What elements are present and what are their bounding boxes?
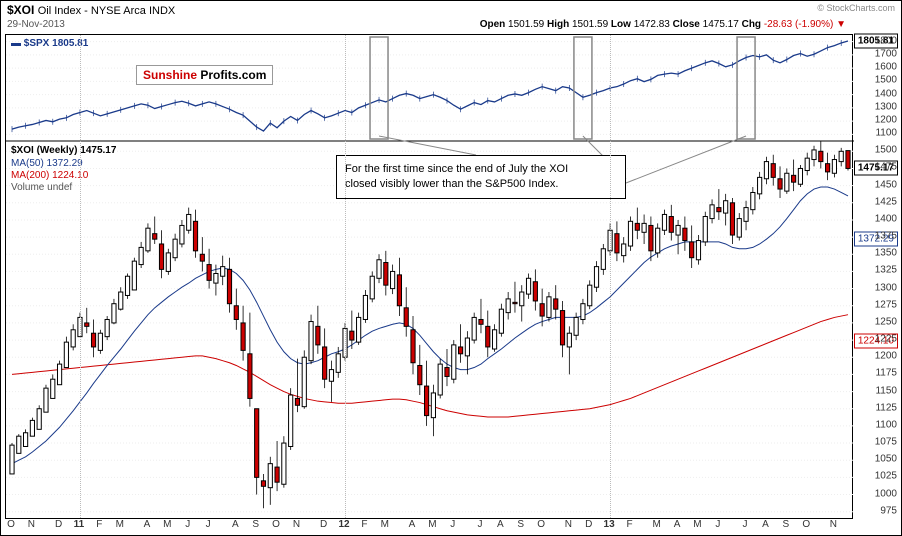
high-value: 1501.59 <box>572 19 608 30</box>
chart-header: $XOI Oil Index - NYSE Arca INDX <box>7 3 895 19</box>
annotation-box: For the first time since the end of July… <box>336 155 626 199</box>
low-label: Low <box>611 19 631 30</box>
chg-value: -28.63 (-1.90%) <box>764 19 833 30</box>
ohlc-row: Open 1501.59 High 1501.59 Low 1472.83 Cl… <box>480 19 846 30</box>
high-label: High <box>547 19 569 30</box>
annotation-line2: closed visibly lower than the S&P500 Ind… <box>345 177 617 192</box>
watermark-suffix: Profits.com <box>200 68 266 82</box>
annotation-line1: For the first time since the end of July… <box>345 162 617 177</box>
symbol-desc: Oil Index - NYSE Arca INDX <box>38 5 176 17</box>
close-value: 1475.17 <box>703 19 739 30</box>
xoi-title: $XOI (Weekly) 1475.17 <box>11 145 116 156</box>
low-value: 1472.83 <box>634 19 670 30</box>
open-value: 1501.59 <box>508 19 544 30</box>
x-axis: OND11FMAMJJASOND12FMAMJJASOND13FMAMJJASO… <box>5 519 853 533</box>
watermark-brand: Sunshine <box>143 68 197 82</box>
ma50-legend: MA(50) 1372.29 <box>11 158 83 169</box>
chg-down-icon: ▼ <box>836 19 846 30</box>
spx-legend-label: $SPX 1805.81 <box>24 38 89 49</box>
symbol: $XOI <box>7 3 34 17</box>
y-axis: 1100120013001400150016001700180097510001… <box>855 34 897 519</box>
open-label: Open <box>480 19 506 30</box>
ma200-legend: MA(200) 1224.10 <box>11 170 88 181</box>
plot-svg <box>6 35 854 522</box>
watermark: Sunshine Profits.com <box>136 65 273 85</box>
chg-label: Chg <box>742 19 761 30</box>
spx-legend: ▬ $SPX 1805.81 <box>11 38 88 49</box>
spx-legend-icon: ▬ <box>11 38 21 49</box>
chart-plot-area: ▬ $SPX 1805.81 $XOI (Weekly) 1475.17 MA(… <box>5 34 853 519</box>
chart-date: 29-Nov-2013 <box>7 19 65 30</box>
close-label: Close <box>673 19 700 30</box>
volume-legend: Volume undef <box>11 182 72 193</box>
